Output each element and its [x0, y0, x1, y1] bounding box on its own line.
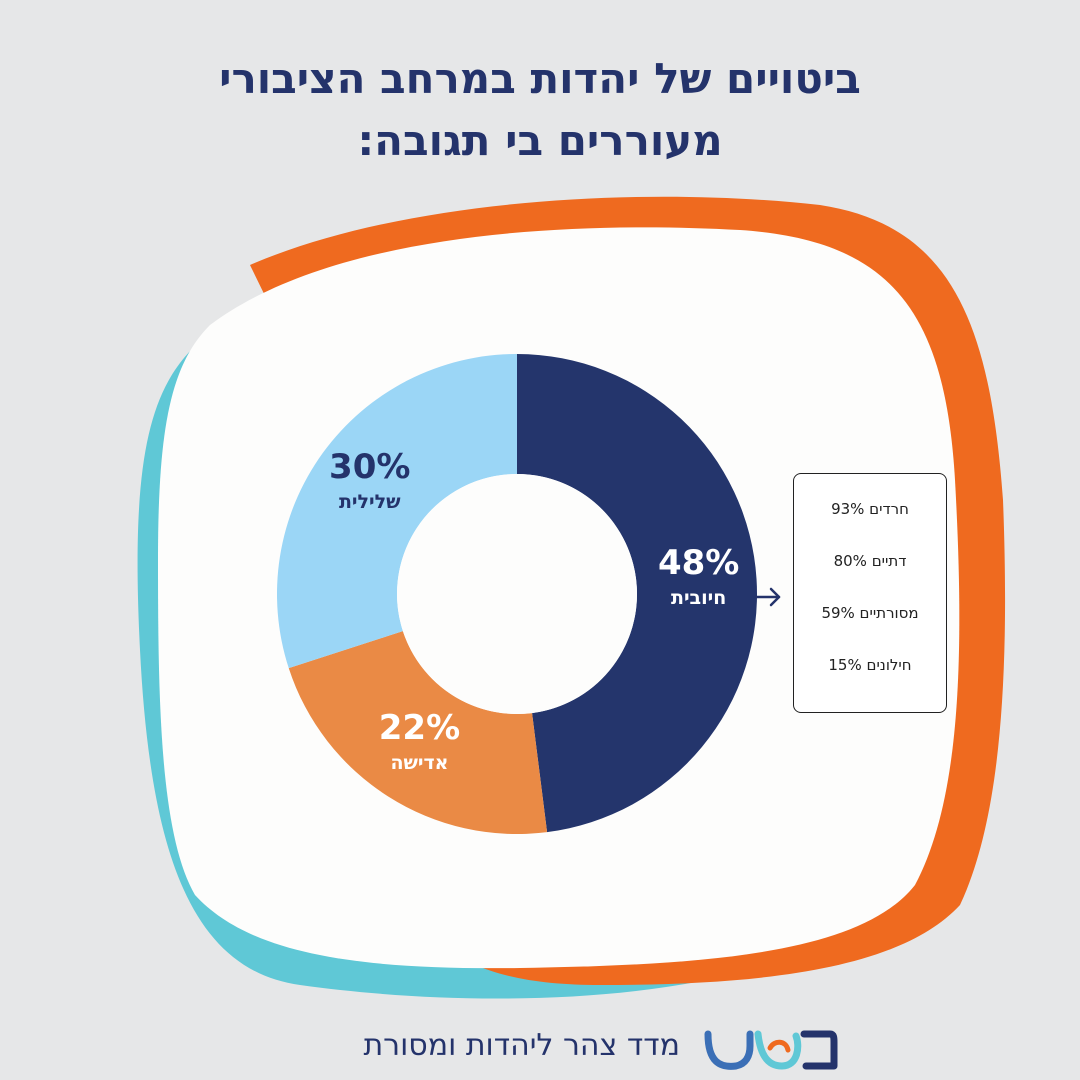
breakdown-row: חילונים 15%	[828, 656, 912, 674]
title-line-1: ביטויים של יהדות במרחב הציבורי	[219, 54, 861, 103]
breakdown-box: חרדים 93% דתיים 80% מסורתיים 59% חילונים…	[793, 473, 947, 713]
donut-slices	[276, 353, 758, 835]
slice-name: חיובית	[670, 586, 727, 609]
donut-slice	[288, 631, 548, 835]
slice-name: שלילית	[338, 491, 401, 514]
donut-slice	[276, 354, 517, 669]
slice-label: 48% חיובית	[619, 542, 779, 609]
footer: מדד צהר ליהדות ומסורת	[0, 1022, 1080, 1078]
slice-name: אדישה	[390, 752, 449, 775]
donut-hole	[397, 474, 637, 714]
page-title: ביטויים של יהדות במרחב הציבורי מעוררים ב…	[0, 48, 1080, 172]
mashav-logo-icon	[704, 1030, 838, 1070]
title-line-2: מעוררים בי תגובה:	[357, 116, 723, 165]
breakdown-row: חרדים 93%	[831, 500, 909, 518]
slice-label: 30% שלילית	[290, 447, 450, 514]
arrow-icon	[754, 587, 781, 607]
breakdown-row: דתיים 80%	[833, 552, 907, 570]
slice-label: 22% אדישה	[339, 707, 499, 775]
breakdown-row: מסורתיים 59%	[821, 604, 919, 622]
footer-text: מדד צהר ליהדות ומסורת	[363, 1028, 680, 1063]
slice-value: 30%	[329, 447, 411, 488]
slice-value: 22%	[378, 707, 461, 748]
donut-slice	[517, 353, 758, 833]
slice-value: 48%	[657, 542, 740, 583]
